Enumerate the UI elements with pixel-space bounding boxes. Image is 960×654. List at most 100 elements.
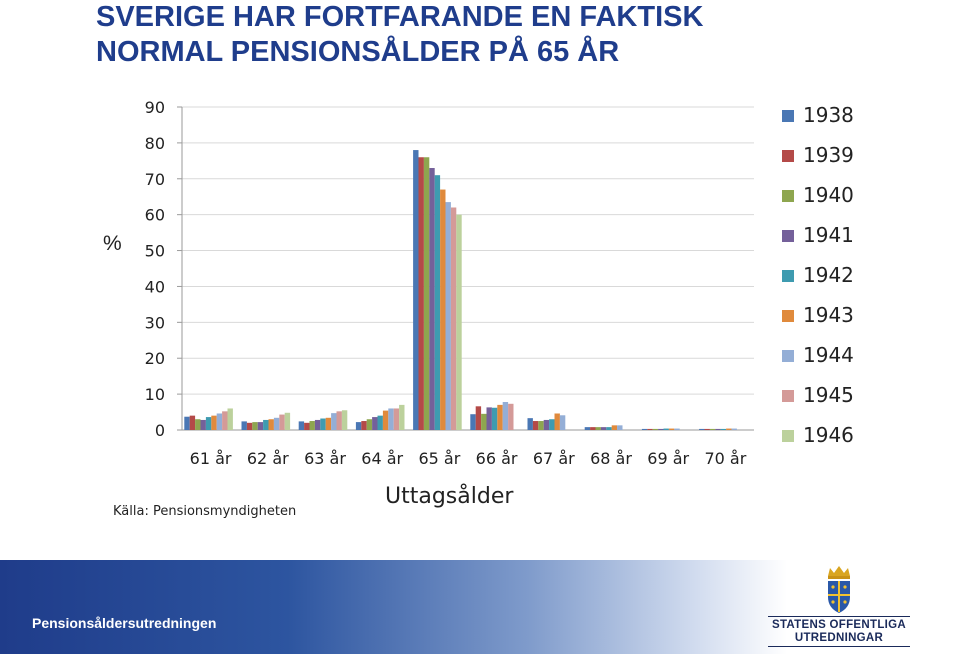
bar [549,419,555,430]
legend-item: 1940 [782,182,932,222]
bar [508,403,514,430]
y-tick-label: 70 [145,170,165,189]
bar [543,419,550,430]
bar [674,428,680,430]
legend-swatch [782,110,794,122]
x-tick-label: 70 år [704,449,746,468]
bar-chart: 0 10 20 30 40 50 60 70 80 90 61 år 62 år 63 år 64 år 6… [145,98,754,468]
y-tick-label: 10 [145,385,165,404]
bar [423,157,430,430]
bar [366,419,373,430]
bar [668,428,675,430]
x-tick-label: 64 år [361,449,403,468]
bar [600,427,607,430]
x-tick-label: 68 år [590,449,632,468]
bar [595,427,601,430]
bar [284,412,291,430]
bar [246,422,253,430]
legend-item: 1938 [782,102,932,142]
bar [372,417,378,430]
bar [658,428,664,430]
bar [704,428,710,430]
title-line-2: NORMAL PENSIONSÅLDER PÅ 65 ÅR [96,36,620,68]
bar [491,407,498,430]
bar [195,419,201,430]
bar [652,428,659,430]
bar [538,421,544,430]
logo-text-line-2: UTREDNINGAR [794,632,884,644]
bar [497,404,503,430]
logo-text-line-1: STATENS OFFENTLIGA [771,619,907,631]
bar [532,421,539,430]
source-note: Källa: Pensionsmyndigheten [113,504,297,519]
bar [273,417,280,430]
legend-label: 1942 [803,263,854,287]
bar [341,410,348,430]
bar [304,422,310,430]
bar [502,402,509,430]
bar [434,175,441,430]
y-tick-label: 90 [145,98,165,117]
bar [584,427,591,430]
chart-legend: 1938 1939 1940 1941 1942 1943 1944 1945 1946 [782,102,932,462]
bar [320,418,326,430]
footer-label: Pensionsåldersutredningen [32,615,217,631]
bar [481,413,487,430]
logo-rule-top [768,616,910,617]
bar [720,428,727,430]
footer-banner: Pensionsåldersutredningen STATENS OFFENT… [0,560,960,654]
page-title: SVERIGE HAR FORTFARANDE EN FAKTISK NORMA… [96,0,876,70]
legend-swatch [782,310,794,322]
bar [279,414,285,430]
legend-item: 1945 [782,382,932,422]
x-tick-label: 63 år [304,449,346,468]
y-tick-label: 60 [145,206,165,225]
bar [298,421,305,430]
bar [241,421,247,430]
y-tick-label: 0 [155,421,165,440]
bar [429,168,435,430]
legend-swatch [782,390,794,402]
x-axis-title: Uttagsålder [385,484,514,509]
bar [470,414,476,430]
bar [399,404,405,430]
bar [355,422,362,430]
bar [336,411,342,430]
bar [475,406,482,430]
bar [590,427,596,430]
bar [559,415,566,430]
x-tick-label: 61 år [190,449,232,468]
legend-swatch [782,350,794,362]
bar [331,413,337,430]
x-tick-label: 69 år [647,449,689,468]
bar [486,407,492,430]
y-tick-label: 20 [145,349,165,368]
bar [200,419,206,430]
bar [205,417,212,430]
y-tick-label: 80 [145,134,165,153]
legend-label: 1944 [803,343,854,367]
bar [211,415,217,430]
bar [418,157,424,430]
bar [184,416,190,430]
crown-shield-icon [828,566,850,613]
legend-swatch [782,270,794,282]
bar [611,425,618,430]
legend-item: 1946 [782,422,932,462]
bar [456,214,462,430]
bar [263,419,269,430]
legend-label: 1946 [803,423,854,447]
bar [413,150,419,431]
bar [527,418,533,430]
bar [268,419,274,430]
bar [554,413,560,430]
legend-item: 1943 [782,302,932,342]
bar [731,428,737,430]
bar [216,413,223,430]
y-axis-label: % [103,232,122,255]
title-line-1: SVERIGE HAR FORTFARANDE EN FAKTISK [96,1,704,33]
bar [647,428,653,430]
y-tick-label: 40 [145,277,165,296]
bar [393,408,400,430]
bar [726,428,732,430]
